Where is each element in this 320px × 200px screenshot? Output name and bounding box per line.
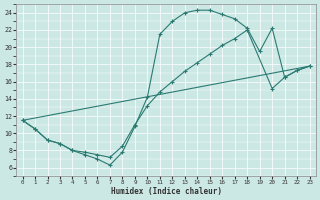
X-axis label: Humidex (Indice chaleur): Humidex (Indice chaleur) <box>111 187 221 196</box>
